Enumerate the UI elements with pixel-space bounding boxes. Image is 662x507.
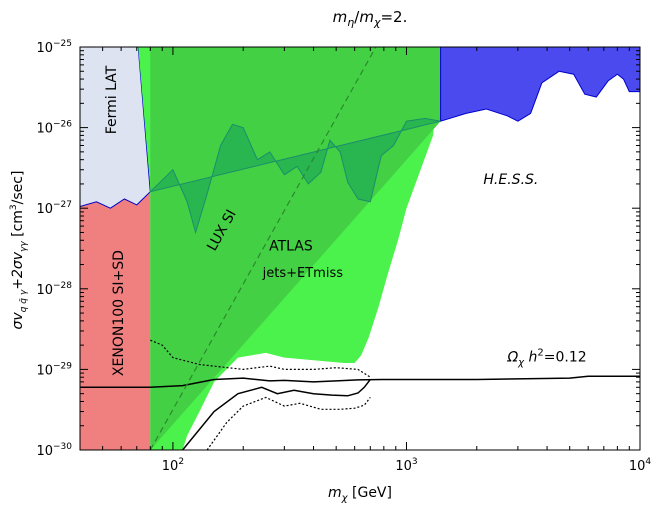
x-axis-label: mχ [GeV]	[328, 485, 392, 504]
region-h-e-s-s-band	[148, 117, 441, 235]
line-relic	[80, 375, 640, 389]
y-tick-label: 10−26	[36, 120, 72, 137]
relic-density-label: Ωχ h2=0.12	[506, 348, 586, 369]
annotation-fermi-lat: Fermi LAT	[104, 65, 120, 134]
axis-ticks	[79, 47, 641, 451]
y-axis-label: σvq q̄ γ+2σvγγ [cm3/sec]	[9, 171, 29, 330]
region-xenon100-si-sd	[80, 191, 151, 450]
plot-frame	[79, 46, 641, 451]
line-lux-si-dashed	[149, 47, 377, 450]
chart-title: mη/mχ=2.	[333, 8, 408, 29]
axis-tick-labels: 102 103 104 10−25 10−26 10−27 10−28 10−29 10−30	[36, 39, 651, 474]
x-tick-label: 104	[629, 457, 652, 474]
x-tick-label: 103	[395, 457, 417, 474]
line-atlas-dotted-lower	[206, 396, 371, 450]
y-tick-label: 10−27	[36, 200, 72, 217]
line-atlas-lower-solid	[182, 379, 371, 450]
line-atlas-dotted-upper	[150, 339, 371, 378]
annotation-xenon100-si-sd: XENON100 SI+SD	[111, 250, 127, 376]
y-tick-label: 10−28	[36, 281, 72, 298]
annotation-h-e-s-s: H.E.S.S.	[483, 172, 538, 188]
region-h-e-s-s	[440, 47, 640, 122]
region-fermi-lat	[80, 47, 151, 209]
y-tick-label: 10−25	[36, 39, 72, 56]
y-tick-label: 10−29	[36, 361, 72, 378]
annotation-atlas: ATLAS	[269, 238, 313, 254]
chart-regions	[80, 47, 640, 450]
chart-lines	[80, 47, 640, 450]
annotation-jets-etmiss: jets+ETmiss	[262, 266, 344, 281]
y-tick-label: 10−30	[36, 442, 72, 459]
x-tick-label: 102	[162, 457, 184, 474]
